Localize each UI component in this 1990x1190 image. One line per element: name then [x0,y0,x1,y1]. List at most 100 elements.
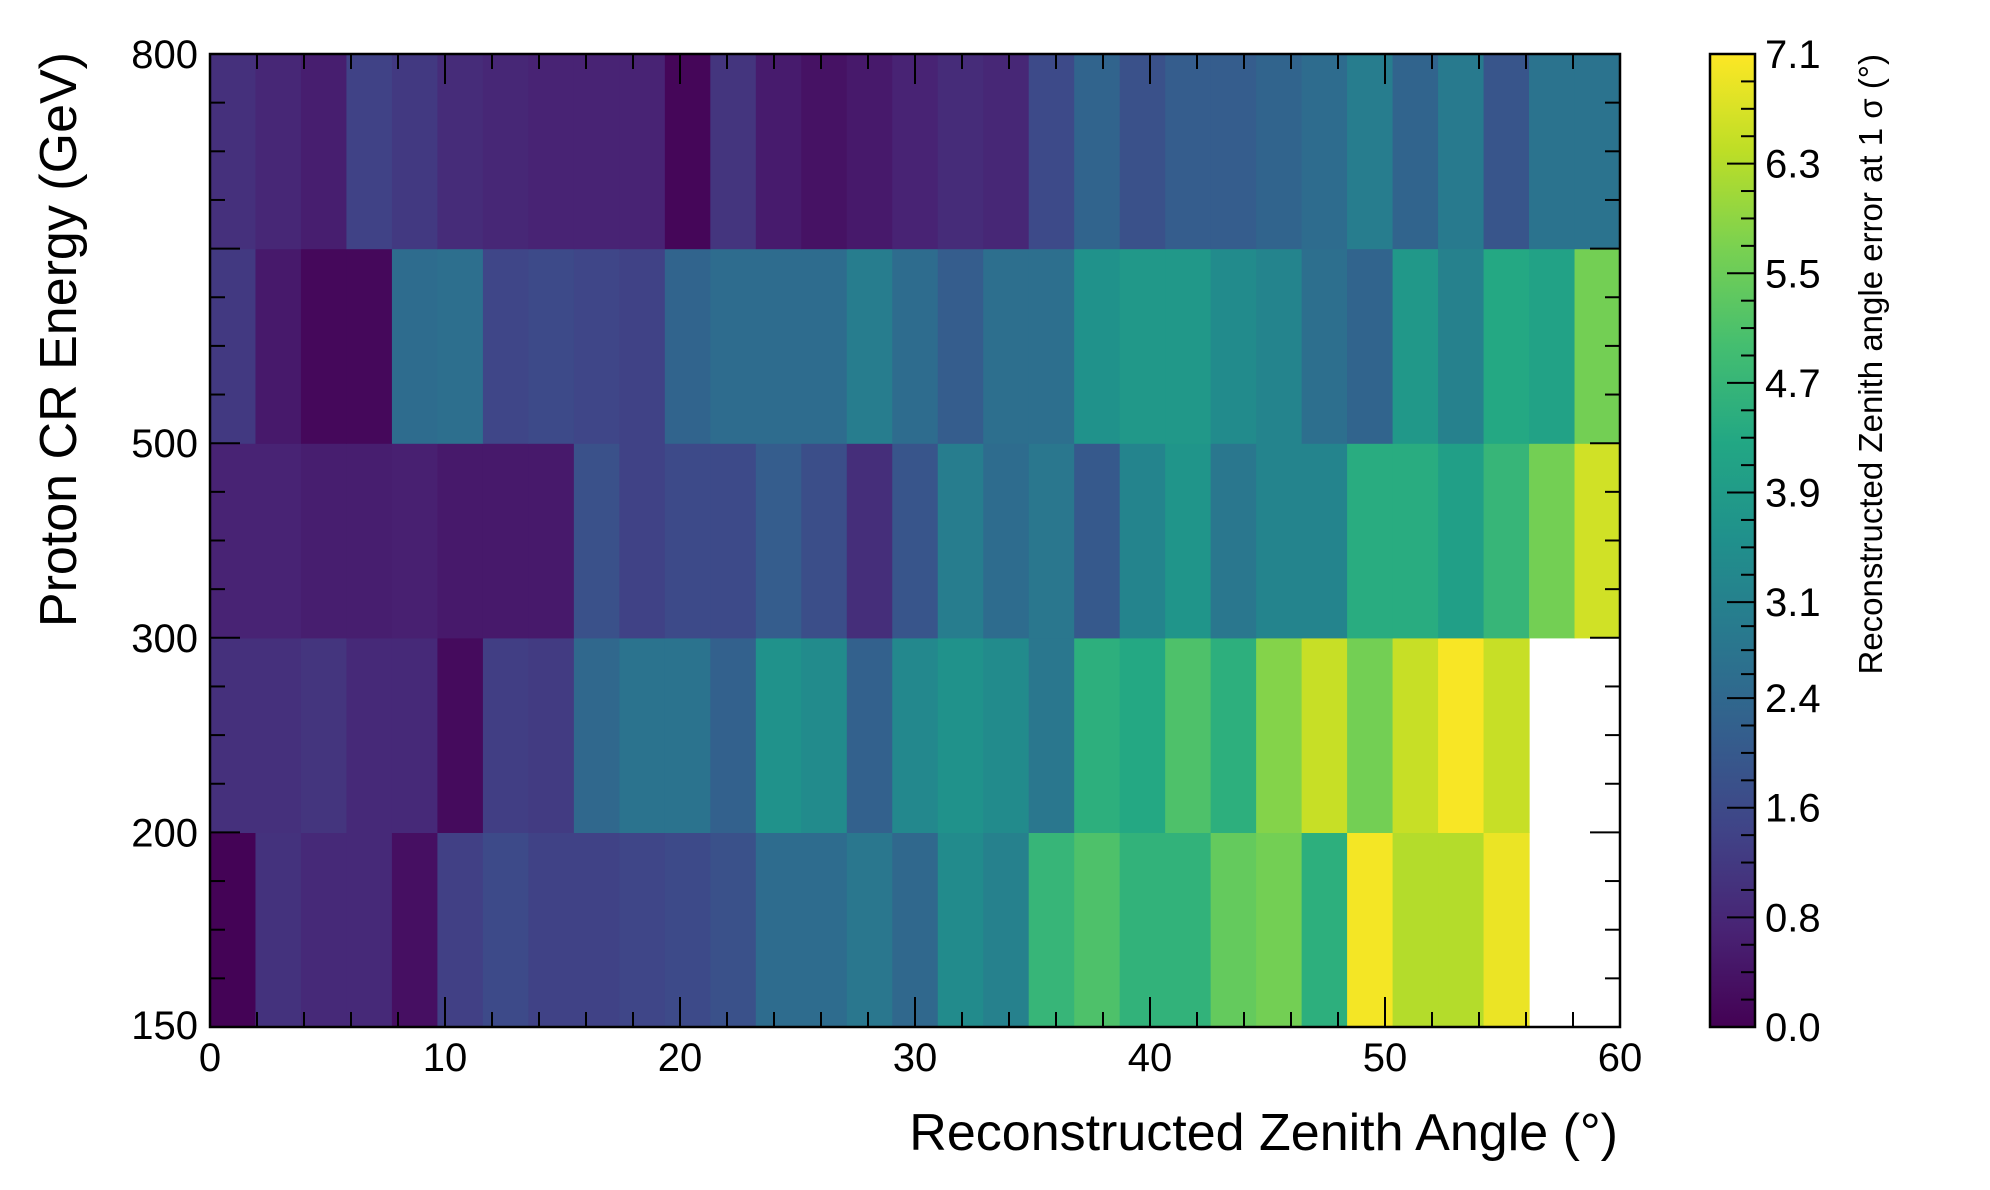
heatmap-cell [1119,637,1166,833]
heatmap-cell [1438,54,1485,250]
colorbar-tick-label: 3.1 [1765,581,1821,625]
heatmap-cell [437,637,484,833]
heatmap-cell [1028,443,1075,639]
heatmap-cell [1165,637,1212,833]
heatmap-cell [983,443,1030,639]
heatmap-cell [1483,54,1530,250]
heatmap-cell [573,54,620,250]
y-tick-label: 150 [131,1004,198,1048]
heatmap-cell [346,248,393,444]
heatmap-cell [664,443,711,639]
heatmap-cell [255,443,302,639]
heatmap-cell [664,54,711,250]
heatmap-cell [573,443,620,639]
heatmap-cell [1347,637,1394,833]
y-tick-label: 300 [131,617,198,661]
heatmap-cell [1529,248,1576,444]
heatmap-cell [1529,443,1576,639]
heatmap-cell [892,832,939,1028]
heatmap-cell [1028,832,1075,1028]
colorbar-tick-label: 0.0 [1765,1006,1821,1050]
y-axis-title: Proton CR Energy (GeV) [30,52,88,627]
heatmap-cell [983,637,1030,833]
x-tick-label: 40 [1128,1036,1173,1080]
heatmap-cells [210,54,1621,1028]
heatmap-cell [1119,54,1166,250]
heatmap-cell [346,54,393,250]
x-axis-ticks: 0 10 20 30 40 50 60 [199,54,1642,1080]
heatmap-cell [892,248,939,444]
heatmap-cell [437,443,484,639]
heatmap-cell [1210,443,1257,639]
heatmap-cell [1028,54,1075,250]
heatmap-cell [1165,832,1212,1028]
heatmap-cell [1438,248,1485,444]
heatmap-cell [255,637,302,833]
heatmap-cell [1301,443,1348,639]
heatmap-cell [255,54,302,250]
heatmap-cell [1119,248,1166,444]
heatmap-cell [1256,54,1303,250]
heatmap-cell [1256,443,1303,639]
heatmap-cell [528,248,575,444]
heatmap-cell [1074,54,1121,250]
heatmap-cell [528,54,575,250]
heatmap-cell [1438,832,1485,1028]
heatmap-cell [1165,248,1212,444]
heatmap-cell [983,832,1030,1028]
colorbar-tick-label: 2.4 [1765,677,1821,721]
heatmap-cell [619,248,666,444]
heatmap-cell [801,54,848,250]
x-tick-label: 0 [199,1036,221,1080]
heatmap-cell [1483,832,1530,1028]
heatmap-cell [937,637,984,833]
heatmap-cell [391,637,439,833]
heatmap-cell [300,248,348,444]
heatmap-cell [391,54,439,250]
colorbar-tick-label: 5.5 [1765,252,1821,296]
heatmap-cell [482,248,529,444]
heatmap-cell [664,248,711,444]
heatmap-cell [528,832,575,1028]
heatmap-cell [346,637,393,833]
heatmap-cell [755,637,802,833]
heatmap-cell [1347,832,1394,1028]
heatmap-cell [619,637,666,833]
y-tick-label: 800 [131,33,198,77]
heatmap-cell [437,248,484,444]
heatmap-cell [1301,248,1348,444]
heatmap-cell [619,443,666,639]
heatmap-cell [1210,248,1257,444]
heatmap-cell [846,443,893,639]
x-tick-label: 10 [423,1036,468,1080]
heatmap-cell [346,832,393,1028]
heatmap-cell [1347,443,1394,639]
y-tick-label: 200 [131,811,198,855]
heatmap-cell [664,637,711,833]
heatmap-cell [346,443,393,639]
heatmap-cell [801,248,848,444]
heatmap-cell [1119,832,1166,1028]
x-tick-label: 30 [893,1036,938,1080]
heatmap-cell [255,248,302,444]
heatmap-cell [1392,443,1439,639]
heatmap-cell [1074,637,1121,833]
heatmap-cell [846,248,893,444]
heatmap-cell [892,54,939,250]
heatmap-cell [1301,832,1348,1028]
colorbar-title: Reconstructed Zenith angle error at 1 σ … [1852,54,1889,675]
heatmap-cell [801,443,848,639]
y-tick-label: 500 [131,422,198,466]
heatmap-cell [482,443,529,639]
heatmap-cell [1210,54,1257,250]
x-tick-label: 20 [658,1036,703,1080]
heatmap-cell [755,248,802,444]
heatmap-cell [1438,443,1485,639]
heatmap-cell [300,443,348,639]
heatmap-cell [1028,248,1075,444]
heatmap-cell [1256,637,1303,833]
heatmap-cell [801,637,848,833]
heatmap-cell [1119,443,1166,639]
y-axis-ticks: 150 200 300 500 800 [131,33,1620,1048]
